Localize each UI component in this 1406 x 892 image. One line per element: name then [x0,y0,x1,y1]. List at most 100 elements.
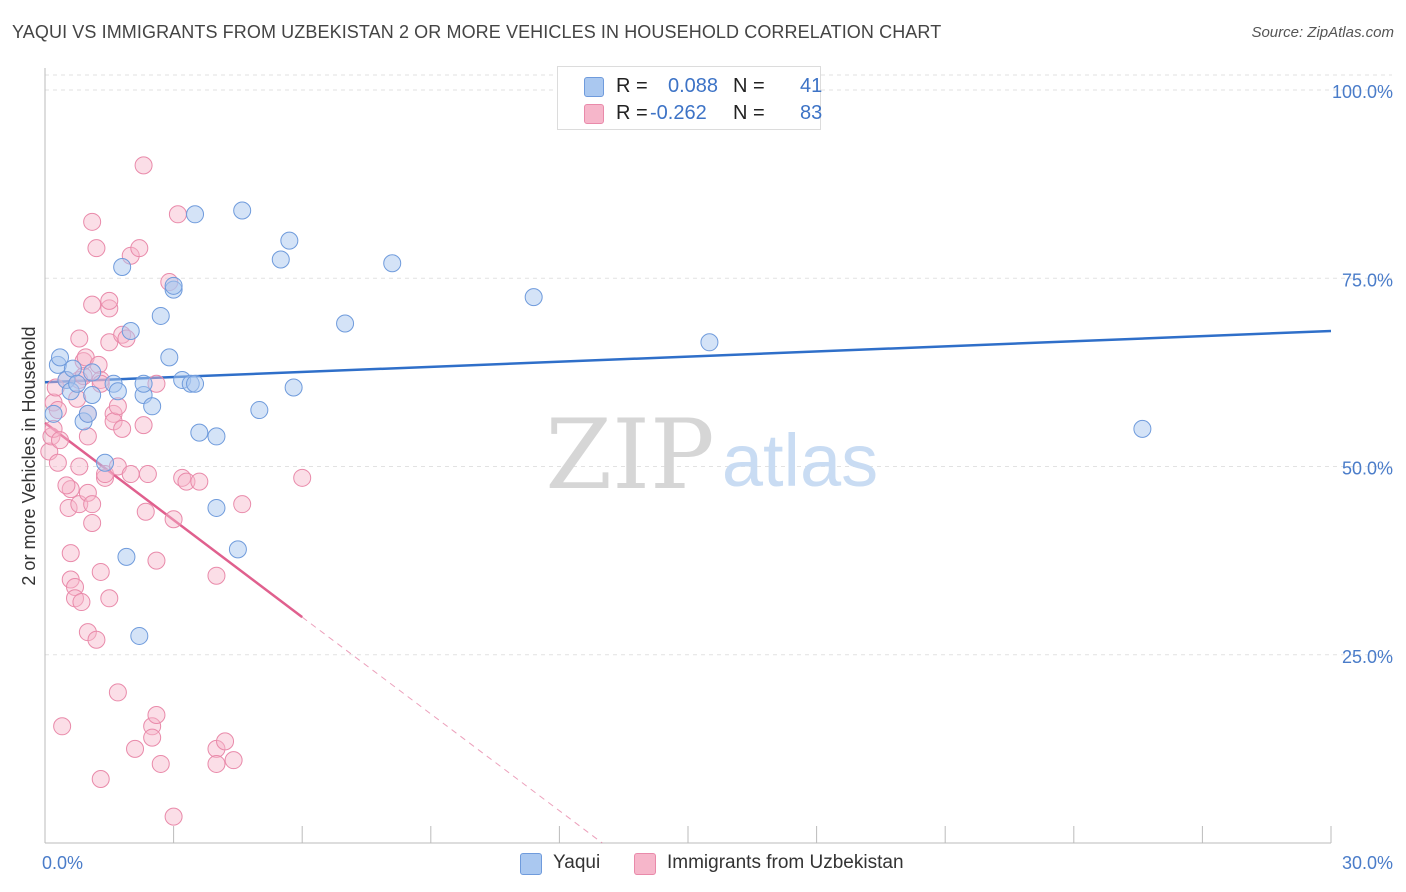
yaqui-point [524,288,543,307]
yaqui-point [271,250,290,269]
legend-n-label: N = [733,102,765,124]
x-tick-label-max: 30.0% [1342,853,1393,873]
yaqui-point [207,427,226,446]
legend-r-label: R = [616,102,648,124]
yaqui-point [51,348,70,367]
yaqui-point [44,404,63,423]
uzbekistan-point [53,717,72,736]
uzbekistan-point [72,593,91,612]
yaqui-point [228,540,247,559]
yaqui-point [207,498,226,517]
uzbekistan-point [48,453,67,472]
uzbekistan-point [83,495,102,514]
yaqui-point [113,258,132,276]
y-tick-label: 50.0% [1342,459,1393,479]
uzbekistan-point [87,239,106,258]
legend-n-label: N = [733,75,765,97]
uzbekistan-point [134,156,153,175]
uzbekistan-point [78,483,97,502]
yaqui-point [121,322,140,340]
yaqui-point [63,359,82,378]
y-tick-label: 100.0% [1332,82,1393,102]
yaqui-point [134,374,153,393]
uzbekistan-point [224,751,243,770]
yaqui-point [151,306,170,325]
uzbekistan-point [42,427,61,446]
uzbekistan-point [70,329,89,348]
uzbekistan-point [164,510,183,529]
trend-lines [44,329,1332,844]
uzbekistan-point [91,562,110,581]
uzbekistan-point [87,630,106,649]
bottom-legend-label: Immigrants from Uzbekistan [667,852,904,873]
uzbekistan-point [51,431,70,450]
uzbekistan-point [216,732,235,751]
yaqui-point [108,382,127,401]
legend-n-value: 41 [800,75,823,97]
yaqui-point [383,254,402,273]
yaqui-point [1133,419,1152,438]
bottom-legend-label: Yaqui [553,852,601,873]
uzbekistan-point [83,212,102,231]
yaqui-point [143,397,162,416]
yaqui-point [280,231,299,250]
legend-r-value: 0.088 [668,75,719,97]
yaqui-point [336,314,355,333]
yaqui-point [284,378,303,397]
uzbekistan-trend-extension [301,616,603,844]
uzbekistan-point [91,770,110,788]
watermark-zip: ZIP [545,399,714,511]
legend-n-value: 83 [800,102,823,124]
uzbekistan-point [130,239,149,258]
uzbekistan-point [121,465,140,484]
bottom-legend-swatch-blue [520,853,542,875]
uzbekistan-point [83,295,102,314]
axes [44,68,1332,844]
yaqui-point [233,201,252,220]
uzbekistan-point [177,472,196,491]
uzbekistan-point [108,397,127,416]
yaqui-point [160,348,179,367]
tick-labels: 25.0% 50.0% 75.0% 100.0% 0.0% 30.0% [42,82,1393,873]
chart-title: YAQUI VS IMMIGRANTS FROM UZBEKISTAN 2 OR… [12,22,942,42]
legend-swatch-blue [584,77,604,97]
uzbekistan-point [108,683,127,702]
y-tick-label: 75.0% [1342,270,1393,290]
bottom-legend-swatch-pink [634,853,656,875]
yaqui-point [700,333,719,352]
uzbekistan-point [126,739,145,758]
uzbekistan-point [59,498,78,517]
yaqui-point [83,363,102,382]
legend-r-value: -0.262 [650,102,707,124]
yaqui-point [190,423,209,442]
yaqui-point [96,453,115,472]
uzbekistan-point [100,291,119,310]
uzbekistan-point [138,465,157,484]
yaqui-trend-line [44,329,1332,384]
uzbekistan-point [100,589,119,608]
uzbekistan-point [100,299,119,318]
uzbekistan-point [151,754,170,773]
uzbekistan-point [61,544,80,563]
uzbekistan-point [57,476,76,495]
source-label: Source: ZipAtlas.com [1251,24,1394,41]
y-axis-label: 2 or more Vehicles in Household [19,326,39,585]
legend-r-label: R = [616,75,648,97]
uzbekistan-point [70,457,89,476]
yaqui-point [68,374,87,393]
watermark-atlas: atlas [722,419,878,502]
uzbekistan-trend-line [44,421,303,619]
uzbekistan-point [78,427,97,446]
yaqui-point [164,276,183,295]
uzbekistan-point [233,495,252,514]
yaqui-point [186,205,205,224]
uzbekistan-point [147,551,166,570]
yaqui-point [83,386,102,404]
yaqui-point [186,374,205,393]
uzbekistan-point [147,706,166,724]
uzbekistan-point [83,514,102,532]
uzbekistan-points [40,156,312,826]
uzbekistan-point [293,468,312,487]
uzbekistan-point [164,807,183,826]
